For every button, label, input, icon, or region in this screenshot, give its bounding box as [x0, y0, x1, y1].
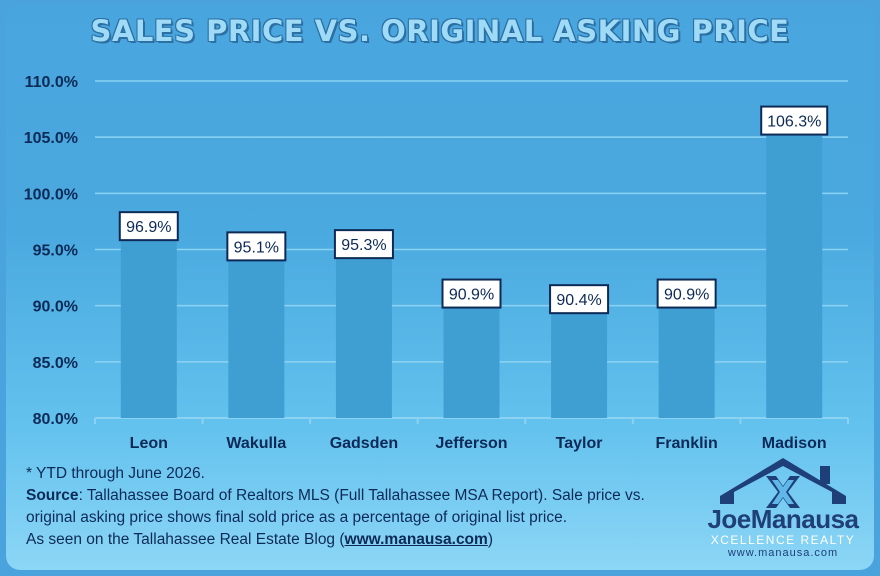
logo-url: www.manausa.com — [727, 547, 839, 559]
data-label: 106.3% — [767, 114, 821, 131]
gridlines — [94, 80, 849, 424]
data-label-box — [441, 278, 502, 309]
data-label-box — [333, 229, 394, 260]
bar-franklin — [658, 295, 715, 418]
bar-taylor — [551, 301, 608, 418]
data-label-box — [118, 211, 179, 242]
data-labels: 96.9% 95.1% 95.3% 90.9% 90.4% 90.9% 106.3% — [118, 105, 829, 315]
data-label: 96.9% — [126, 219, 171, 236]
x-tick-label: Gadsden — [330, 435, 398, 452]
y-axis-ticks: 80.0% 85.0% 90.0% 95.0% 100.0% 105.0% 110.0% — [24, 74, 78, 428]
footnote: * YTD through June 2026. Source: Tallaha… — [26, 463, 666, 551]
data-label: 95.1% — [234, 239, 279, 256]
bar-madison — [766, 122, 823, 419]
y-tick-label: 110.0% — [25, 74, 78, 91]
x-tick-label: Franklin — [656, 435, 718, 452]
data-label: 90.4% — [556, 292, 601, 309]
logo-subtitle: XCELLENCE REALTY — [710, 533, 856, 547]
house-x-icon — [720, 458, 846, 508]
source-label: Source — [26, 487, 79, 504]
logo-name: JoeManausa — [707, 504, 859, 534]
bar-gadsden — [335, 246, 392, 418]
data-label-box — [760, 105, 829, 136]
seen-prefix: As seen on the Tallahassee Real Estate B… — [26, 531, 345, 548]
x-tick-label: Leon — [130, 435, 168, 452]
bar-jefferson — [443, 295, 500, 418]
footnote-ytd: * YTD through June 2026. — [26, 465, 205, 482]
y-tick-label: 105.0% — [24, 130, 78, 147]
brand-logo: JoeManausa XCELLENCE REALTY www.manausa.… — [702, 452, 864, 560]
y-tick-label: 80.0% — [33, 411, 78, 428]
data-label-box — [549, 284, 610, 315]
y-tick-label: 90.0% — [33, 299, 78, 316]
chart-title: SALES PRICE VS. ORIGINAL ASKING PRICE — [90, 14, 790, 48]
y-tick-label: 100.0% — [24, 186, 78, 203]
footnote-source: Source: Tallahassee Board of Realtors ML… — [26, 485, 666, 529]
blog-link[interactable]: www.manausa.com — [344, 531, 488, 548]
x-axis-ticks: Leon Wakulla Gadsden Jefferson Taylor Frankli… — [130, 435, 827, 452]
source-text: : Tallahassee Board of Realtors MLS (Ful… — [26, 487, 645, 526]
x-tick-label: Madison — [762, 435, 827, 452]
footnote-seen-on: As seen on the Tallahassee Real Estate B… — [26, 529, 666, 551]
data-label-box — [226, 231, 287, 262]
bar-leon — [120, 228, 177, 418]
x-tick-label: Wakulla — [226, 435, 286, 452]
y-tick-label: 85.0% — [33, 355, 78, 372]
y-tick-label: 95.0% — [33, 243, 78, 260]
data-label: 90.9% — [449, 287, 494, 304]
seen-suffix: ) — [487, 531, 493, 548]
bars — [120, 122, 823, 419]
x-tick-label: Jefferson — [435, 435, 507, 452]
bar-wakulla — [228, 248, 285, 418]
data-label-box — [656, 278, 717, 309]
x-tick-label: Taylor — [556, 435, 603, 452]
data-label: 90.9% — [664, 287, 709, 304]
data-label: 95.3% — [341, 237, 386, 254]
